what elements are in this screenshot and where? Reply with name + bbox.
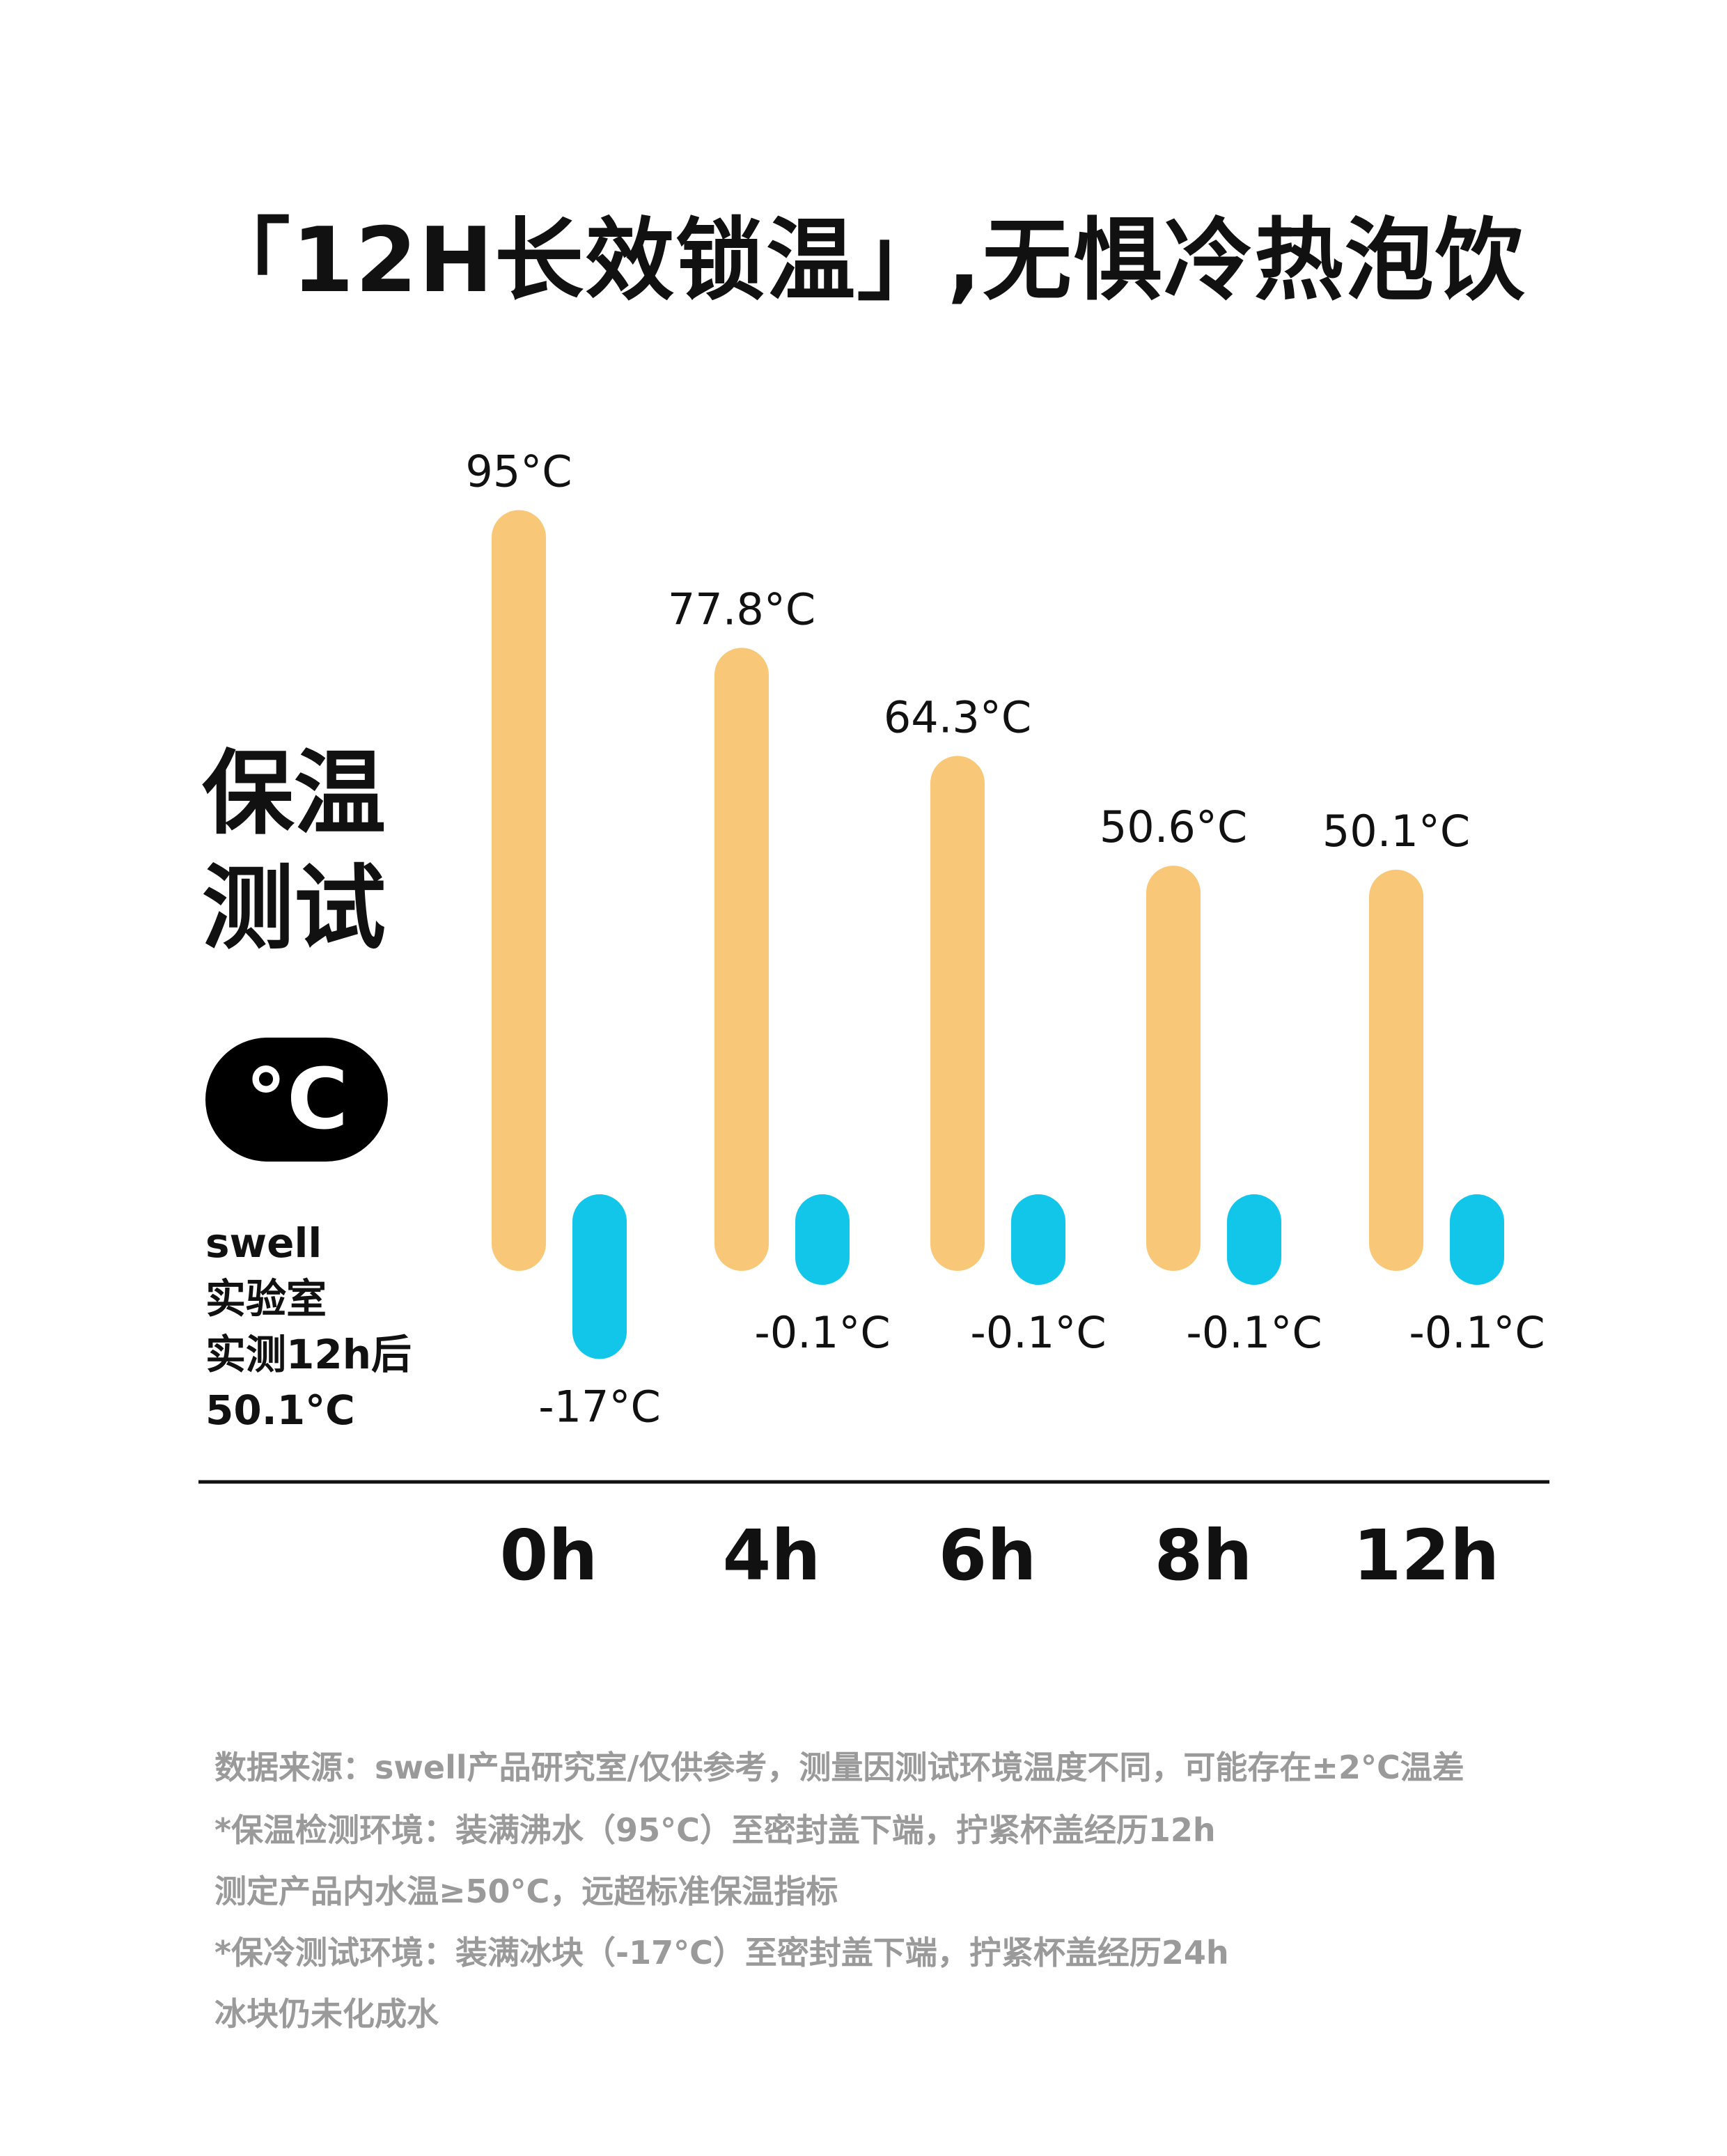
cold-bar-4h <box>795 1194 850 1285</box>
footnote-source: 数据来源：swell产品研究室/仅供参考，测量因测试环境温度不同，可能存在±2°… <box>214 1749 1464 1786</box>
x-tick-label: 4h <box>723 1515 821 1596</box>
celsius-unit-badge: °C <box>205 1038 388 1162</box>
hot-value-label: 95°C <box>465 446 572 497</box>
hot-bar-0h <box>492 510 546 1271</box>
footnote-cold-test: *保冷测试环境：装满冰块（-17°C）至密封盖下端，拧紧杯盖经历24h <box>214 1934 1229 1971</box>
cold-value-label: -0.1°C <box>754 1307 890 1358</box>
side-note-measured: 实测12h后 <box>205 1331 412 1378</box>
footnote-hot-test: *保温检测环境：装满沸水（95°C）至密封盖下端，拧紧杯盖经历12h <box>214 1811 1216 1849</box>
hot-bar-8h <box>1146 866 1201 1271</box>
footnote-hot-result: 测定产品内水温≥50°C，远超标准保温指标 <box>214 1873 838 1910</box>
cold-bar-6h <box>1011 1194 1065 1285</box>
cold-value-label: -17°C <box>538 1381 661 1432</box>
cold-bar-12h <box>1450 1194 1504 1285</box>
cold-bar-8h <box>1227 1194 1281 1285</box>
hot-value-label: 77.8°C <box>668 584 815 634</box>
x-tick-label: 0h <box>500 1515 598 1596</box>
temperature-chart: 95°C -17°C 0h 77.8°C -0.1°C 4h 64.3°C -0.1°C 6h 5… <box>198 446 1549 1596</box>
side-title-line-2: 测试 <box>202 855 386 962</box>
cold-value-label: -0.1°C <box>1409 1307 1545 1358</box>
hot-bar-6h <box>930 756 985 1271</box>
x-tick-label: 12h <box>1353 1515 1499 1596</box>
side-note-temp: 50.1°C <box>205 1386 355 1434</box>
side-note-lab: 实验室 <box>205 1275 327 1322</box>
hot-bar-12h <box>1369 869 1423 1271</box>
hot-value-label: 50.1°C <box>1322 806 1470 857</box>
x-tick-label: 8h <box>1155 1515 1253 1596</box>
cold-value-label: -0.1°C <box>970 1307 1106 1358</box>
footnote-cold-result: 冰块仍未化成水 <box>214 1995 439 2033</box>
hot-value-label: 50.6°C <box>1100 802 1247 852</box>
cold-value-label: -0.1°C <box>1186 1307 1322 1358</box>
side-note-brand: swell <box>205 1219 322 1267</box>
x-tick-label: 6h <box>939 1515 1037 1596</box>
side-title-line-1: 保温 <box>202 740 386 847</box>
cold-bar-0h <box>572 1194 627 1359</box>
hot-value-label: 64.3°C <box>884 692 1031 743</box>
page-title: 「12H长效锁温」,无惧冷热泡饮 <box>201 209 1526 313</box>
hot-bar-4h <box>714 648 769 1271</box>
